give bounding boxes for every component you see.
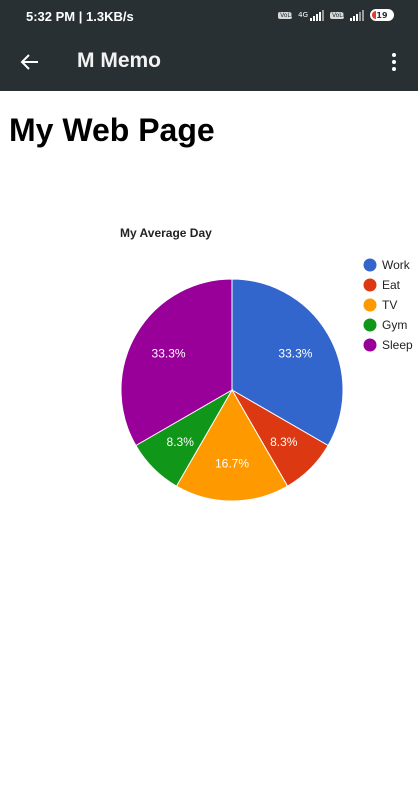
signal-icon [310, 9, 324, 21]
legend-label-tv: TV [382, 298, 397, 312]
chart-legend: Work Eat TV Gym Sleep [363, 258, 413, 352]
pie-chart: My Average Day 33.3% 8.3% 16.7% 8.3% 33.3% W… [0, 210, 418, 530]
legend-swatch-gym [363, 318, 377, 332]
battery-icon: 19 [370, 9, 394, 21]
pie-slice-work [231, 278, 344, 447]
pie-slice-labels: 33.3% 8.3% 16.7% 8.3% 33.3% [152, 346, 313, 470]
slice-label-gym: 8.3% [167, 435, 195, 449]
status-time: 5:32 PM | 1.3KB/s [26, 9, 134, 24]
status-bar: 5:32 PM | 1.3KB/s VoLTE 4G VoLTE 19 [0, 0, 418, 32]
slice-label-eat: 8.3% [270, 435, 298, 449]
app-bar: M Memo [0, 32, 418, 91]
signal-icon-2 [350, 9, 364, 21]
legend-swatch-eat [363, 278, 377, 292]
more-vertical-icon [392, 53, 396, 71]
volte-badge-1: VoLTE [278, 11, 298, 19]
legend-label-sleep: Sleep [382, 338, 413, 352]
slice-label-sleep: 33.3% [152, 346, 186, 360]
battery-level: 19 [376, 10, 388, 20]
pie-chart-svg: My Average Day 33.3% 8.3% 16.7% 8.3% 33.3% W… [120, 226, 413, 502]
battery-fill [372, 11, 376, 19]
legend-swatch-work [363, 258, 377, 272]
pie-slice-sleep [120, 278, 233, 447]
status-icons: VoLTE 4G VoLTE 19 [278, 9, 394, 21]
legend-swatch-tv [363, 298, 377, 312]
legend-label-eat: Eat [382, 278, 401, 292]
legend-label-gym: Gym [382, 318, 407, 332]
arrow-left-icon [20, 54, 38, 70]
more-options-button[interactable] [380, 46, 408, 78]
volte-badge-2: VoLTE [330, 11, 350, 19]
slice-label-tv: 16.7% [215, 456, 249, 470]
chart-title: My Average Day [120, 226, 212, 240]
slice-label-work: 33.3% [278, 346, 312, 360]
network-type: 4G [298, 11, 308, 19]
back-button[interactable] [14, 46, 46, 78]
legend-swatch-sleep [363, 338, 377, 352]
legend-label-work: Work [382, 258, 411, 272]
pie-slices [120, 278, 344, 502]
page-heading: My Web Page [9, 112, 215, 148]
pie-slice-tv [175, 388, 289, 502]
app-title: M Memo [77, 49, 161, 72]
